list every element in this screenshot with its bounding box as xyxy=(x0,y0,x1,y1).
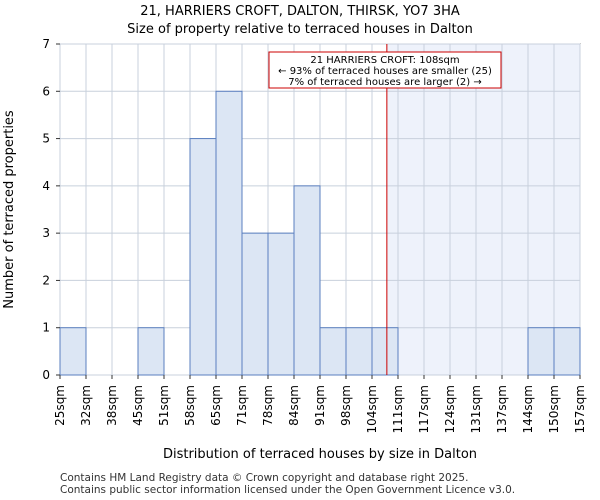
footer-copyright: Contains HM Land Registry data © Crown c… xyxy=(60,472,469,484)
y-tick-label: 5 xyxy=(42,132,50,146)
y-tick-label: 7 xyxy=(42,37,50,51)
y-tick-label: 6 xyxy=(42,84,50,98)
y-tick-label: 0 xyxy=(42,368,50,382)
y-tick-label: 3 xyxy=(42,226,50,240)
histogram-bar xyxy=(345,327,373,376)
x-tick-label: 71sqm xyxy=(235,385,249,426)
x-tick-label: 131sqm xyxy=(469,385,483,433)
x-tick-label: 150sqm xyxy=(547,385,561,433)
x-tick-label: 157sqm xyxy=(573,385,587,433)
x-tick-label: 38sqm xyxy=(105,385,119,426)
histogram-bar xyxy=(137,327,165,376)
x-tick-label: 117sqm xyxy=(417,385,431,433)
x-tick-label: 45sqm xyxy=(131,385,145,426)
larger-region-highlight xyxy=(386,44,580,375)
histogram-bar xyxy=(319,327,347,376)
y-tick-label: 4 xyxy=(42,179,50,193)
x-tick-label: 58sqm xyxy=(183,385,197,426)
histogram-bar xyxy=(59,327,87,376)
x-tick-label: 25sqm xyxy=(53,385,67,426)
y-tick-label: 2 xyxy=(42,273,50,287)
histogram-bar xyxy=(215,90,243,376)
annotation-box xyxy=(268,51,502,89)
y-tick-label: 1 xyxy=(42,321,50,335)
x-axis-label: Distribution of terraced houses by size … xyxy=(163,447,477,462)
annotation-line: 21 HARRIERS CROFT: 108sqm xyxy=(310,55,459,66)
x-tick-label: 98sqm xyxy=(339,385,353,426)
x-tick-label: 84sqm xyxy=(287,385,301,426)
chart-subtitle: Size of property relative to terraced ho… xyxy=(127,22,473,37)
x-tick-label: 78sqm xyxy=(261,385,275,426)
x-tick-label: 104sqm xyxy=(365,385,379,433)
x-tick-label: 91sqm xyxy=(313,385,327,426)
histogram-bar xyxy=(293,185,321,376)
x-tick-label: 65sqm xyxy=(209,385,223,426)
chart-title: 21, HARRIERS CROFT, DALTON, THIRSK, YO7 … xyxy=(140,4,460,19)
x-tick-label: 124sqm xyxy=(443,385,457,433)
histogram-chart: 0 1 2 3 4 5 6 7 25sqm 32sqm 38sqm 45sqm 51sqm 58sqm 65… xyxy=(2,37,587,462)
x-tick-label: 32sqm xyxy=(79,385,93,426)
histogram-bar xyxy=(241,232,269,376)
y-axis-label: Number of terraced properties xyxy=(2,110,17,309)
x-tick-label: 51sqm xyxy=(157,385,171,426)
annotation-line: 7% of terraced houses are larger (2) → xyxy=(288,77,482,88)
x-tick-label: 137sqm xyxy=(495,385,509,433)
histogram-bar xyxy=(189,138,217,376)
histogram-bar xyxy=(371,327,399,376)
x-tick-label: 111sqm xyxy=(391,385,405,433)
footer-licence: Contains public sector information licen… xyxy=(60,484,516,496)
histogram-bar xyxy=(527,327,555,376)
x-tick-label: 144sqm xyxy=(521,385,535,433)
histogram-bar xyxy=(267,232,295,376)
annotation-line: ← 93% of terraced houses are smaller (25… xyxy=(278,66,492,77)
histogram-bar xyxy=(553,327,581,376)
